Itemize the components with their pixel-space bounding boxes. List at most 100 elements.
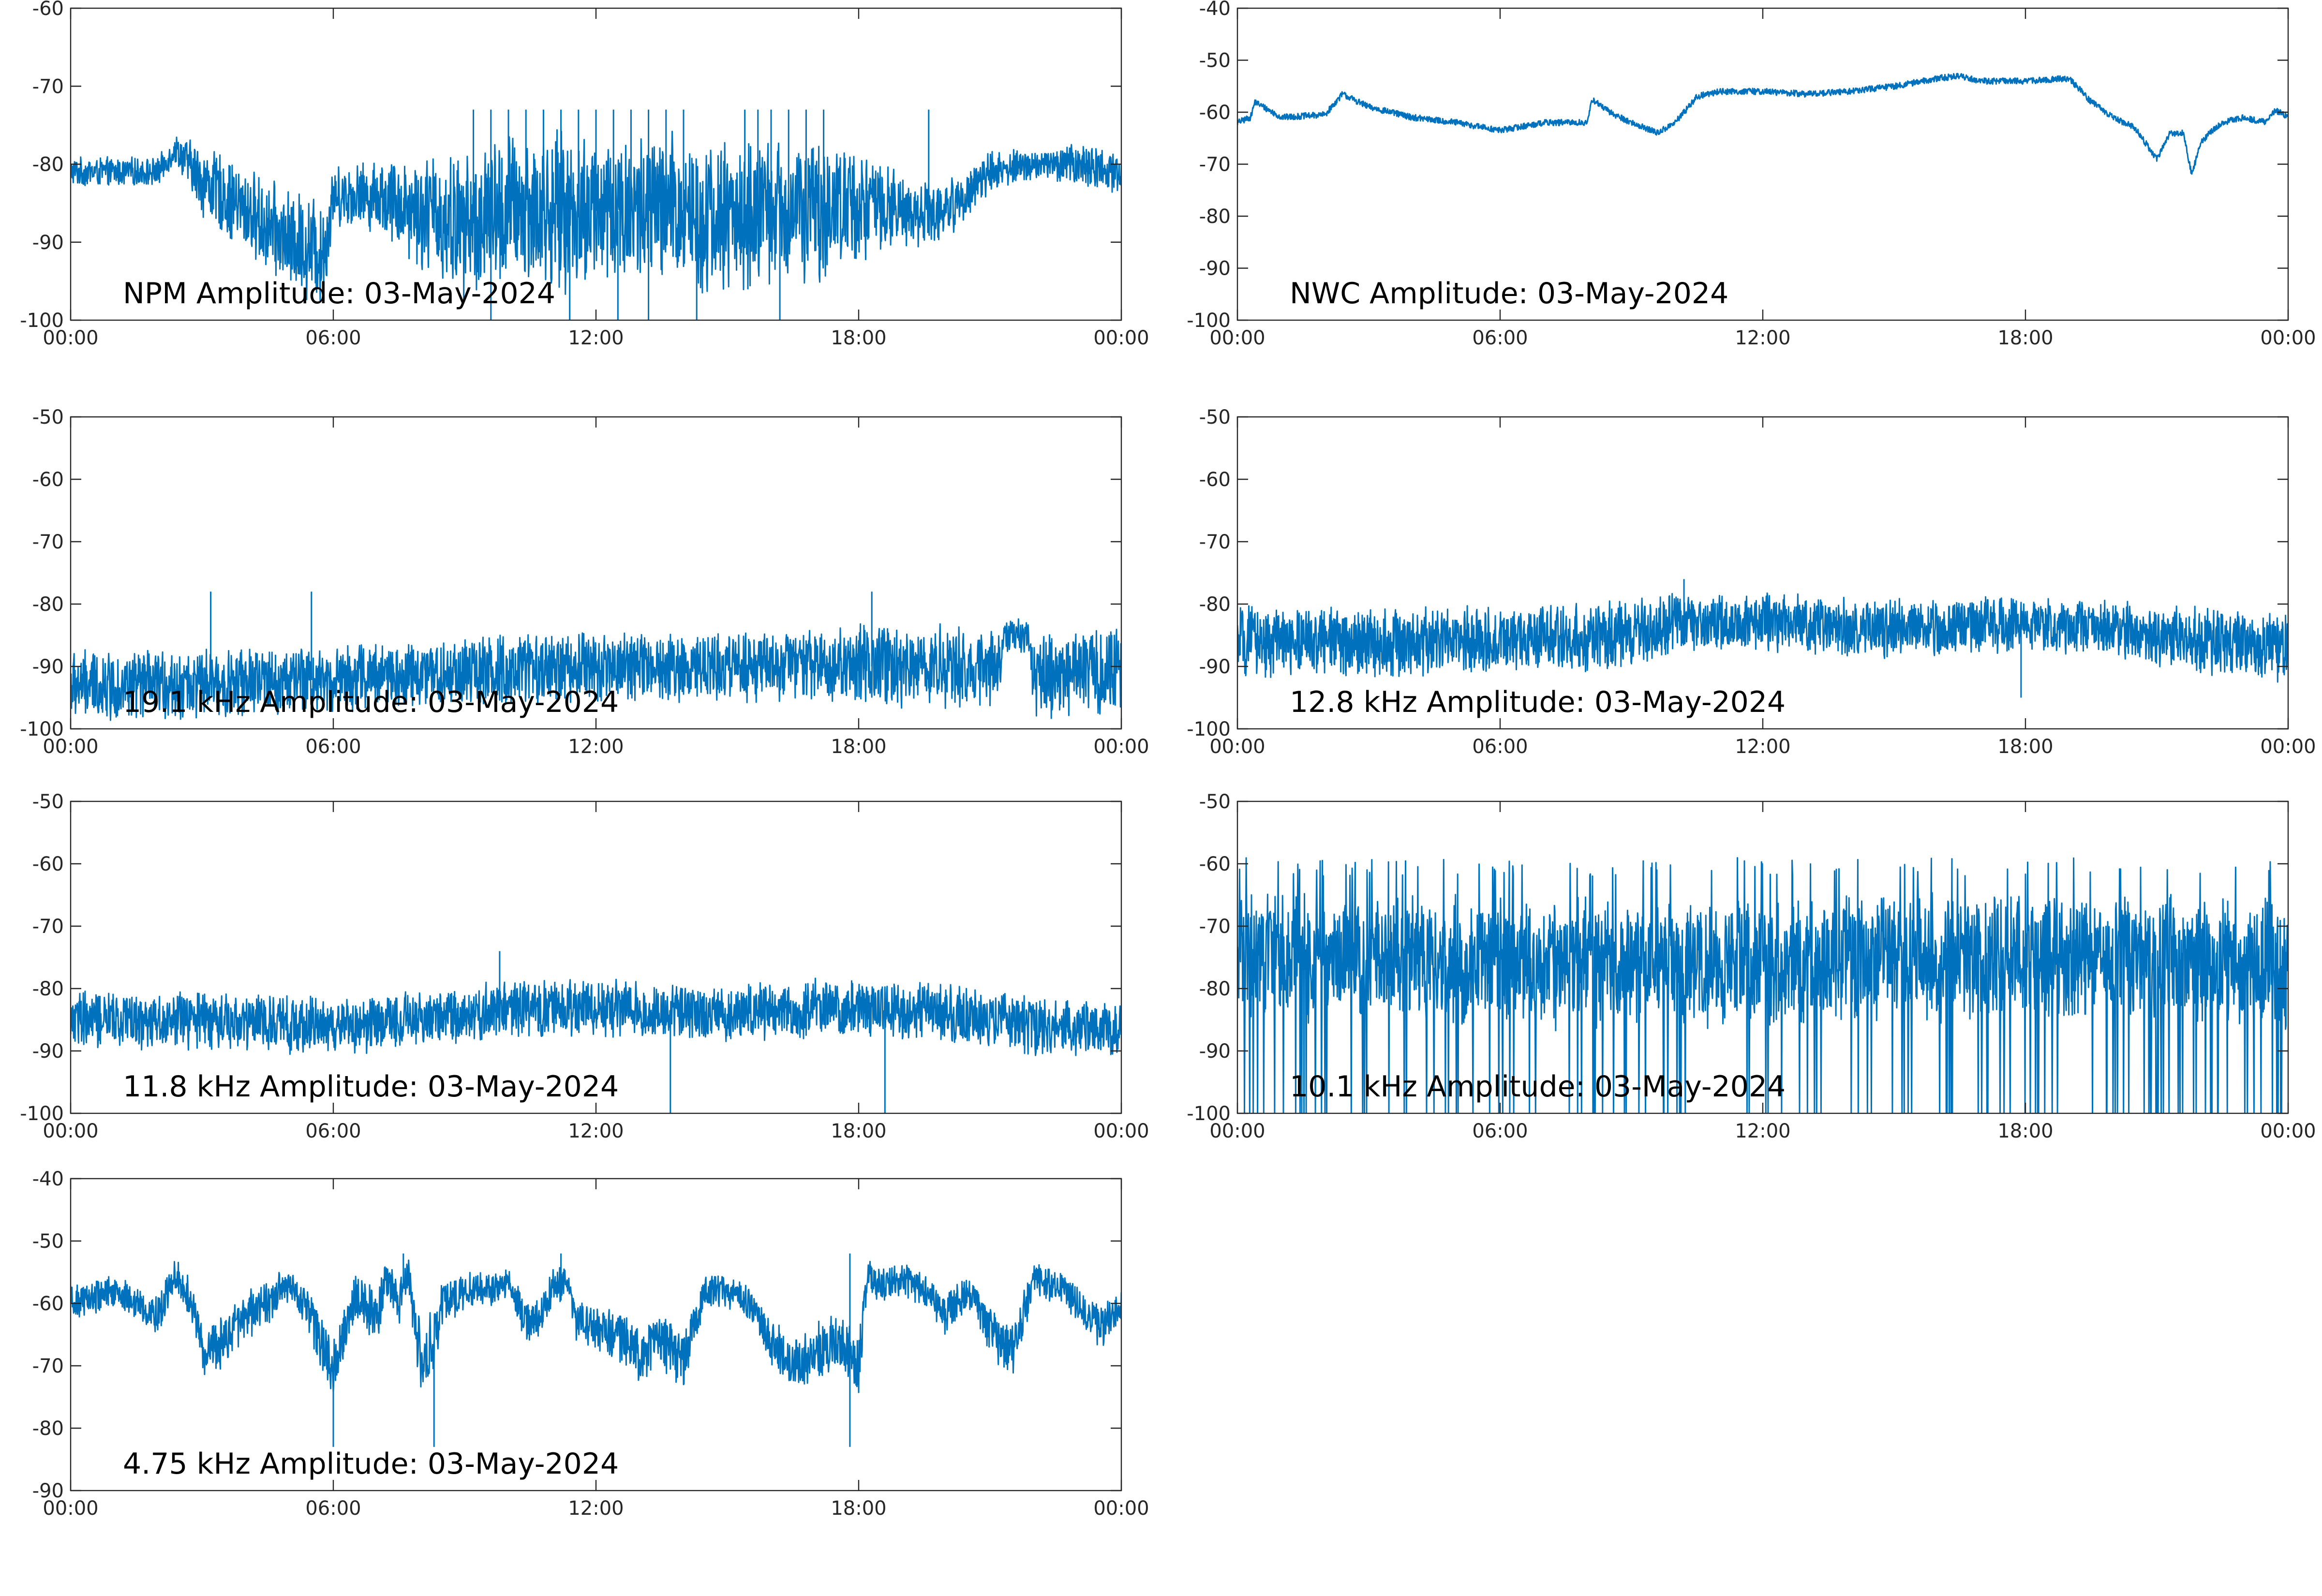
y-tick-label: -90 (32, 232, 64, 254)
y-tick-label: -60 (32, 853, 64, 875)
y-tick-label: -90 (32, 656, 64, 678)
x-tick-label: 00:00 (43, 1120, 98, 1142)
y-tick-label: -50 (1199, 50, 1231, 72)
x-tick-label: 00:00 (1209, 1120, 1265, 1142)
x-tick-label: 18:00 (831, 327, 886, 349)
panel-title: 10.1 kHz Amplitude: 03-May-2024 (1290, 1070, 1786, 1104)
y-tick-label: -50 (32, 406, 64, 429)
x-tick-label: 00:00 (1209, 327, 1265, 349)
x-tick-label: 12:00 (1735, 1120, 1790, 1142)
y-tick-label: -100 (1187, 718, 1231, 740)
x-tick-label: 18:00 (1997, 1120, 2053, 1142)
y-tick-label: -100 (20, 1103, 64, 1125)
y-tick-label: -60 (1199, 102, 1231, 124)
y-tick-label: -50 (32, 791, 64, 813)
y-tick-label: -90 (1199, 656, 1231, 678)
panel-6: 00:00 06:00 12:00 18:00 00:00 -50 -60 -70 -80 -90… (1187, 791, 2316, 1142)
amplitude-trace (71, 951, 1121, 1113)
x-tick-label: 00:00 (2260, 1120, 2316, 1142)
x-tick-label: 12:00 (1735, 327, 1790, 349)
y-tick-label: -80 (32, 154, 64, 176)
y-tick-label: -90 (32, 1480, 64, 1502)
y-tick-label: -80 (32, 978, 64, 1000)
y-tick-label: -50 (1199, 406, 1231, 429)
x-tick-label: 00:00 (1093, 327, 1149, 349)
y-tick-label: -70 (32, 1355, 64, 1377)
x-tick-label: 00:00 (43, 736, 98, 758)
x-tick-label: 00:00 (1209, 736, 1265, 758)
y-tick-label: -50 (32, 1230, 64, 1253)
amplitude-trace (71, 1253, 1121, 1447)
x-tick-label: 00:00 (2260, 327, 2316, 349)
amplitude-trace (71, 109, 1121, 320)
y-tick-label: -90 (32, 1040, 64, 1063)
x-tick-label: 00:00 (2260, 736, 2316, 758)
x-tick-label: 06:00 (305, 1120, 361, 1142)
amplitude-trace (1237, 857, 2288, 1113)
x-tick-label: 00:00 (43, 1497, 98, 1520)
panel-3: 00:00 06:00 12:00 18:00 00:00 -50 -60 -70 -80 -90… (20, 406, 1149, 758)
y-tick-label: -100 (20, 718, 64, 740)
x-tick-label: 12:00 (568, 1120, 624, 1142)
panel-5: 00:00 06:00 12:00 18:00 00:00 -50 -60 -70 -80 -90… (20, 791, 1149, 1142)
panel-title: NPM Amplitude: 03-May-2024 (123, 277, 555, 310)
y-tick-label: -70 (1199, 916, 1231, 938)
y-tick-label: -60 (32, 0, 64, 20)
x-tick-label: 06:00 (1472, 736, 1528, 758)
x-tick-label: 06:00 (1472, 1120, 1528, 1142)
y-tick-label: -80 (1199, 593, 1231, 616)
panel-title: 11.8 kHz Amplitude: 03-May-2024 (123, 1070, 619, 1104)
x-tick-label: 12:00 (568, 736, 624, 758)
panel-title: 12.8 kHz Amplitude: 03-May-2024 (1290, 685, 1786, 719)
y-tick-label: -70 (1199, 531, 1231, 553)
y-tick-label: -60 (1199, 469, 1231, 491)
y-tick-label: -40 (32, 1168, 64, 1190)
y-tick-label: -70 (32, 531, 64, 553)
panel-title: 19.1 kHz Amplitude: 03-May-2024 (123, 685, 619, 719)
panel-2: 00:00 06:00 12:00 18:00 00:00 -40 -50 -60 -70 -80… (1187, 0, 2316, 349)
x-tick-label: 00:00 (1093, 1497, 1149, 1520)
y-tick-label: -40 (1199, 0, 1231, 20)
y-tick-label: -80 (1199, 978, 1231, 1000)
y-tick-label: -100 (1187, 1103, 1231, 1125)
y-tick-label: -70 (32, 916, 64, 938)
x-tick-label: 12:00 (568, 1497, 624, 1520)
y-tick-label: -90 (1199, 1040, 1231, 1063)
x-tick-label: 00:00 (1093, 736, 1149, 758)
x-tick-label: 06:00 (305, 327, 361, 349)
panel-4: 00:00 06:00 12:00 18:00 00:00 -50 -60 -70 -80 -90… (1187, 406, 2316, 758)
y-tick-label: -50 (1199, 791, 1231, 813)
x-tick-label: 12:00 (568, 327, 624, 349)
x-tick-label: 18:00 (1997, 736, 2053, 758)
y-tick-label: -70 (1199, 154, 1231, 176)
y-tick-label: -60 (32, 469, 64, 491)
amplitude-trace (71, 591, 1121, 721)
x-tick-label: 00:00 (43, 327, 98, 349)
x-tick-label: 06:00 (1472, 327, 1528, 349)
y-tick-label: -70 (32, 75, 64, 98)
panel-title: NWC Amplitude: 03-May-2024 (1290, 277, 1728, 310)
x-tick-label: 18:00 (831, 736, 886, 758)
x-tick-label: 06:00 (305, 736, 361, 758)
x-tick-label: 00:00 (1093, 1120, 1149, 1142)
x-tick-label: 12:00 (1735, 736, 1790, 758)
y-tick-label: -100 (1187, 310, 1231, 332)
y-tick-label: -80 (32, 1418, 64, 1440)
panel-7: 00:00 06:00 12:00 18:00 00:00 -40 -50 -60 -70 -80… (32, 1168, 1149, 1520)
y-tick-label: -60 (32, 1293, 64, 1315)
y-tick-label: -100 (20, 310, 64, 332)
panel-title: 4.75 kHz Amplitude: 03-May-2024 (123, 1447, 619, 1481)
x-tick-label: 18:00 (831, 1120, 886, 1142)
x-tick-label: 18:00 (831, 1497, 886, 1520)
y-tick-label: -60 (1199, 853, 1231, 875)
amplitude-trace (1237, 73, 2288, 175)
y-tick-label: -80 (1199, 206, 1231, 228)
y-tick-label: -90 (1199, 258, 1231, 280)
panel-1: 00:00 06:00 12:00 18:00 00:00 -60 -70 -80 -90 -10… (20, 0, 1149, 349)
y-tick-label: -80 (32, 593, 64, 616)
x-tick-label: 18:00 (1997, 327, 2053, 349)
x-tick-label: 06:00 (305, 1497, 361, 1520)
amplitude-trace (1237, 579, 2288, 698)
